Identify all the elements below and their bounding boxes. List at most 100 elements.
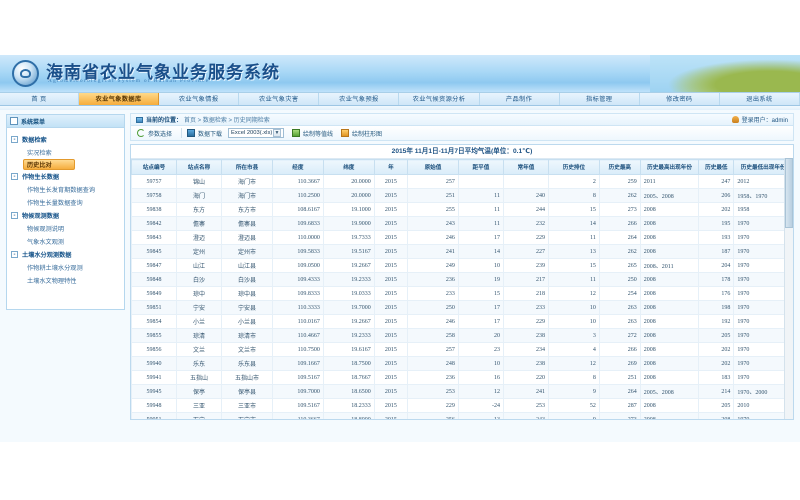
- nav-item-0[interactable]: 首 页: [0, 93, 79, 105]
- cell-历史排位: 15: [547, 258, 600, 273]
- tree-item-7[interactable]: 物候观测说明: [27, 226, 65, 233]
- chevron-down-icon[interactable]: ▼: [273, 129, 282, 137]
- nav-item-3[interactable]: 农业气象灾害: [239, 93, 320, 105]
- nav-item-8[interactable]: 修改密码: [640, 93, 720, 105]
- main-nav[interactable]: 首 页农业气象数据库 农业气象情报 农业气象灾害 农业气象预报 农业气候资源分析 产品制作…: [0, 92, 800, 106]
- nav-item-9[interactable]: 退出系统: [720, 93, 800, 105]
- line-chart-icon: [292, 129, 301, 137]
- cell-历史最低: 198: [698, 300, 735, 315]
- draw-bar-button[interactable]: 绘制柱形图: [339, 129, 388, 138]
- cell-历史最低: 206: [698, 188, 735, 203]
- tree-item-10[interactable]: 作物耕土壤水分观测: [27, 265, 83, 272]
- table-row[interactable]: 59856 文兰 文兰市 110.7500 19.6167 2015 257 23 234 4 26…: [131, 342, 793, 357]
- data-table-container: 2015年 11月1日-11月7日平均气温(单位：0.1℃) 站点编号 站点名称所…: [130, 144, 794, 420]
- sidebar-panel: 系统菜单 - 数据检索实况检索历史比对 - 作物生长数据作物生长发育期数据查询 作物生长…: [6, 114, 125, 310]
- breadcrumb-path[interactable]: 首页 > 数据检索 > 历史同期检索: [184, 118, 270, 124]
- table-row[interactable]: 59848 白沙 白沙县 109.4333 19.2333 2015 236 19 217 11 2…: [131, 272, 793, 287]
- sidebar-panel-title: 系统菜单: [21, 119, 46, 126]
- vertical-scrollbar[interactable]: [784, 158, 793, 419]
- table-body[interactable]: 59757 锦山 海门市 110.3667 20.0000 2015 257 2 259 2011…: [131, 174, 793, 419]
- column-header-12[interactable]: 历史最低: [698, 159, 735, 175]
- tree-item-1[interactable]: 实况检索: [27, 150, 52, 157]
- column-header-1[interactable]: 站点名称: [176, 159, 223, 175]
- cell-经度: 109.5167: [271, 370, 324, 385]
- table-row[interactable]: 59849 琼中 琼中县 109.8333 19.0333 2015 233 15 218 12 2…: [131, 286, 793, 301]
- cell-历史最低: 192: [698, 314, 735, 329]
- column-header-4[interactable]: 纬度: [322, 159, 375, 175]
- table-row[interactable]: 59951万宁万宁市110.366718.8000201525613243927…: [131, 412, 793, 419]
- column-header-8[interactable]: 常年值: [502, 159, 549, 175]
- table-row[interactable]: 59940 乐东 乐东县 109.1667 18.7500 2015 248 10 238 12 2…: [131, 356, 793, 371]
- cell-原始值: 257: [407, 174, 459, 189]
- tree-group-label: 土壤水分观测数据: [22, 252, 72, 259]
- cell-常年值: 233: [502, 300, 549, 315]
- param-select-button[interactable]: 参数选择: [135, 129, 178, 138]
- table-row[interactable]: 59842 儋寨 儋寨县 109.6833 19.9000 2015 243 11 232 14 2…: [131, 216, 793, 231]
- table-row[interactable]: 59854 小兰 小兰县 110.0167 19.2667 2015 246 17 229 10 2…: [131, 314, 793, 329]
- scrollbar-thumb[interactable]: [785, 158, 793, 228]
- nav-item-2[interactable]: 农业气象情报: [159, 93, 240, 105]
- cell-站点名称: 澄迈: [176, 230, 223, 245]
- table-row[interactable]: 59847 山江 山江县 109.0500 19.2667 2015 249 10 239 15 2…: [131, 258, 793, 273]
- tree-group-0[interactable]: - 数据检索: [11, 133, 124, 146]
- cell-经度: 109.1667: [271, 356, 324, 371]
- table-row[interactable]: 59845 定州 定州市 109.5833 19.5167 2015 241 14 227 13 2…: [131, 244, 793, 259]
- nav-item-5[interactable]: 农业气候资源分析: [399, 93, 480, 105]
- tree-item-2[interactable]: 历史比对: [23, 159, 75, 170]
- cell-历史最高出现年份: 2011: [639, 174, 700, 189]
- cell-站点编号: 59951: [131, 412, 178, 419]
- tree-item-11[interactable]: 土壤水文物理特性: [27, 278, 77, 285]
- column-header-5[interactable]: 年: [373, 159, 409, 175]
- table-row[interactable]: 59757 锦山 海门市 110.3667 20.0000 2015 257 2 259 2011…: [131, 174, 793, 189]
- cell-纬度: 19.2667: [322, 258, 375, 273]
- column-header-7[interactable]: 距平值: [457, 159, 504, 175]
- tree-group-6[interactable]: - 物候观测数据: [11, 209, 124, 222]
- user-info: 登录用户：admin: [731, 115, 788, 124]
- nav-item-7[interactable]: 指标管理: [560, 93, 640, 105]
- cell-历史最高出现年份: 2005、2008: [639, 188, 700, 203]
- cell-历史最高: 250: [598, 272, 641, 287]
- tree-group-3[interactable]: - 作物生长数据: [11, 170, 124, 183]
- table-row[interactable]: 59948 三亚 三亚市 109.5167 18.2333 2015 229 -24 253 52…: [131, 398, 793, 413]
- export-format-select[interactable]: Excel 2003(.xls) ▼: [228, 128, 285, 138]
- cell-历史最高: 287: [598, 398, 641, 413]
- column-header-0[interactable]: 站点编号: [131, 159, 178, 175]
- table-row[interactable]: 59851 宁安 宁安县 110.3333 19.7000 2015 250 17 233 10 2…: [131, 300, 793, 315]
- column-header-10[interactable]: 历史最高: [598, 159, 641, 175]
- collapse-icon[interactable]: -: [11, 212, 18, 219]
- table-row[interactable]: 59838 东方 东方市 108.6167 19.1000 2015 255 11 244 15 2…: [131, 202, 793, 217]
- column-header-9[interactable]: 历史排位: [547, 159, 600, 175]
- column-header-3[interactable]: 经度: [271, 159, 324, 175]
- cell-历史最高: 264: [598, 230, 641, 245]
- table-row[interactable]: 59758 海门 海门市 110.2500 20.0000 2015 251 11 240 8 26…: [131, 188, 793, 203]
- cell-所在市县: 海门市: [221, 174, 273, 189]
- draw-contour-button[interactable]: 绘制等值线: [290, 129, 339, 138]
- cell-站点名称: 宁安: [176, 300, 223, 315]
- tree-group-9[interactable]: - 土壤水分观测数据: [11, 248, 124, 261]
- sidebar-tree[interactable]: - 数据检索实况检索历史比对 - 作物生长数据作物生长发育期数据查询 作物生长量数据查询…: [7, 128, 124, 287]
- cell-历史最高: 273: [598, 202, 641, 217]
- nav-item-6[interactable]: 产品制作: [480, 93, 560, 105]
- cell-历史最高出现年份: 2008: [639, 244, 700, 259]
- nav-item-4[interactable]: 农业气象预报: [319, 93, 400, 105]
- cell-历史最高出现年份: 2008: [639, 370, 700, 385]
- column-header-6[interactable]: 原始值: [407, 159, 459, 175]
- cell-历史最高出现年份: 2008、2011: [639, 258, 700, 273]
- cell-所在市县: 东方市: [221, 202, 273, 217]
- table-row[interactable]: 59843 澄迈 澄迈县 110.0000 19.7333 2015 246 17 229 11 2…: [131, 230, 793, 245]
- tree-item-5[interactable]: 作物生长量数据查询: [27, 200, 83, 207]
- data-download-button[interactable]: 数据下载: [185, 129, 228, 138]
- nav-item-1[interactable]: 农业气象数据库: [79, 93, 160, 105]
- column-header-11[interactable]: 历史最高出现年份: [639, 159, 700, 175]
- tree-item-8[interactable]: 气象水文观测: [27, 239, 65, 246]
- collapse-icon[interactable]: -: [11, 173, 18, 180]
- table-row[interactable]: 59941 五指山 五指山市 109.5167 18.7667 2015 236 16 220 8…: [131, 370, 793, 385]
- table-row[interactable]: 59945 保亭 保亭县 109.7000 18.6500 2015 253 12 241 9 26…: [131, 384, 793, 399]
- toolbar: 参数选择 数据下载 Excel 2003(.xls) ▼ 绘制等值线 绘: [130, 126, 794, 141]
- tree-item-4[interactable]: 作物生长发育期数据查询: [27, 187, 96, 194]
- collapse-icon[interactable]: -: [11, 251, 18, 258]
- column-header-2[interactable]: 所在市县: [221, 159, 273, 175]
- table-row[interactable]: 59855 琼清 琼清市 110.4667 19.2333 2015 258 20 238 3 27…: [131, 328, 793, 343]
- bar-chart-icon: [341, 129, 350, 137]
- collapse-icon[interactable]: -: [11, 136, 18, 143]
